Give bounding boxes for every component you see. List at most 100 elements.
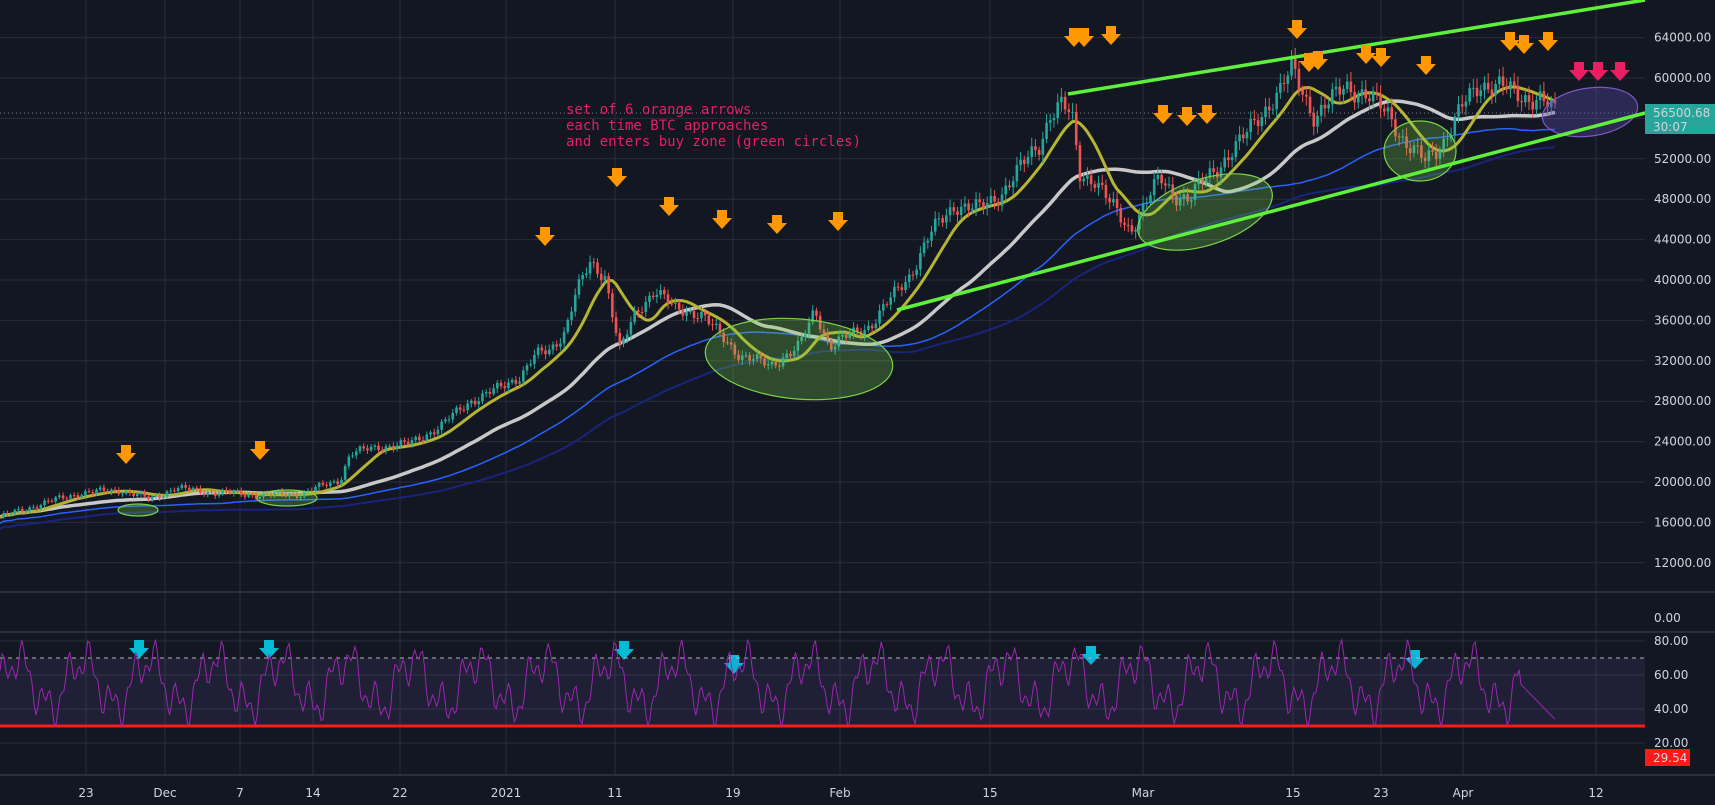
candle-body-59: [217, 493, 221, 496]
candle-body-67: [247, 494, 250, 497]
candle-body-72: [265, 492, 269, 494]
candle-body-74: [273, 492, 276, 496]
candle-body-363: [1345, 81, 1349, 89]
candle-body-260: [963, 203, 967, 207]
candle-body-350: [1297, 68, 1301, 90]
candle-body-58: [213, 492, 217, 496]
candle-body-355: [1316, 115, 1319, 127]
pink-arrow-1: [1588, 62, 1608, 81]
candle-body-49: [180, 485, 184, 489]
candle-body-373: [1382, 108, 1386, 112]
candle-body-237: [878, 310, 881, 324]
candle-body-210: [778, 365, 781, 367]
x-tick-label-6: 11: [607, 786, 622, 800]
candle-body-36: [132, 493, 135, 497]
orange-arrow-16: [1308, 51, 1328, 70]
candle-body-409: [1516, 85, 1520, 102]
candle-body-414: [1535, 100, 1538, 110]
candle-body-368: [1364, 89, 1368, 99]
candle-body-159: [588, 262, 592, 274]
candle-body-92: [340, 479, 343, 485]
candle-body-366: [1357, 95, 1360, 103]
buy-zone-1: [256, 489, 318, 507]
x-tick-label-14: 12: [1588, 786, 1603, 800]
candle-body-18: [65, 498, 69, 500]
axes: 23 Dec 7 14 22 2021 11 19 Feb 15 Mar 15 23 Apr 12 12000…: [78, 31, 1715, 800]
candle-body-17: [61, 495, 65, 499]
candle-body-222: [822, 329, 826, 334]
candle-body-215: [796, 340, 800, 351]
candle-body-219: [811, 310, 815, 323]
candle-body-119: [440, 421, 443, 430]
candle-body-274: [1015, 164, 1019, 182]
countdown-label: 30:07: [1653, 120, 1688, 134]
buy-zones: [117, 86, 1639, 517]
candle-body-140: [518, 381, 521, 384]
candle-body-20: [72, 495, 76, 497]
candle-body-127: [470, 400, 473, 404]
candle-body-108: [399, 440, 403, 446]
x-tick-label-10: Mar: [1132, 786, 1155, 800]
candle-body-117: [432, 432, 436, 435]
candle-body-287: [1063, 96, 1067, 110]
candle-body-2: [6, 513, 9, 515]
candle-body-326: [1208, 168, 1212, 178]
candle-body-144: [533, 354, 536, 364]
buy-zone-3: [1137, 173, 1273, 251]
candle-body-213: [789, 353, 792, 356]
candle-body-112: [414, 436, 417, 441]
candle-body-224: [830, 339, 833, 350]
candle-body-13: [46, 500, 50, 502]
candle-body-318: [1178, 198, 1182, 206]
gridlines: [0, 0, 1715, 776]
candle-body-284: [1052, 118, 1056, 121]
y-tick-label-5: 32000.00: [1654, 354, 1711, 368]
candle-body-57: [210, 491, 213, 493]
candle-body-91: [336, 481, 340, 485]
candle-body-255: [945, 215, 948, 223]
candle-body-82: [303, 491, 306, 497]
x-tick-label-5: 2021: [491, 786, 522, 800]
candle-body-179: [663, 289, 666, 295]
candle-body-317: [1175, 195, 1178, 206]
candle-body-194: [718, 323, 722, 333]
candle-body-303: [1123, 222, 1126, 225]
candle-body-134: [496, 382, 499, 389]
candle-body-244: [904, 282, 907, 290]
candle-body-4: [13, 509, 17, 514]
candle-body-147: [544, 350, 547, 355]
candle-body-419: [1553, 99, 1557, 104]
candle-body-332: [1230, 157, 1234, 161]
candle-body-109: [403, 440, 406, 442]
channel-upper-line: [1067, 0, 1646, 96]
orange-arrow-2: [535, 227, 555, 246]
mid-tick-label-0: 0.00: [1654, 611, 1681, 625]
candle-body-273: [1011, 181, 1015, 188]
candle-body-343: [1271, 109, 1275, 111]
candle-body-227: [841, 334, 844, 337]
candle-body-345: [1279, 82, 1282, 93]
candle-body-80: [295, 494, 299, 498]
candle-body-143: [529, 363, 533, 366]
candle-body-211: [781, 358, 785, 367]
candle-body-381: [1412, 145, 1416, 154]
candle-body-276: [1022, 159, 1026, 164]
candle-body-1: [2, 513, 6, 518]
candle-body-41: [150, 496, 154, 500]
candle-body-349: [1293, 57, 1297, 69]
candle-body-33: [121, 493, 124, 495]
buy-zone-0: [117, 503, 159, 517]
x-tick-label-0: 23: [78, 786, 93, 800]
candle-body-189: [700, 311, 703, 319]
candle-body-296: [1097, 182, 1100, 188]
candle-body-397: [1472, 87, 1475, 89]
orange-arrow-10: [1101, 26, 1121, 45]
candle-body-24: [87, 491, 91, 493]
candle-body-314: [1164, 183, 1167, 186]
orange-arrow-13: [1197, 105, 1217, 124]
candle-body-335: [1241, 134, 1245, 139]
candle-body-195: [722, 332, 725, 343]
candle-body-418: [1549, 99, 1553, 107]
candle-body-42: [154, 495, 158, 497]
